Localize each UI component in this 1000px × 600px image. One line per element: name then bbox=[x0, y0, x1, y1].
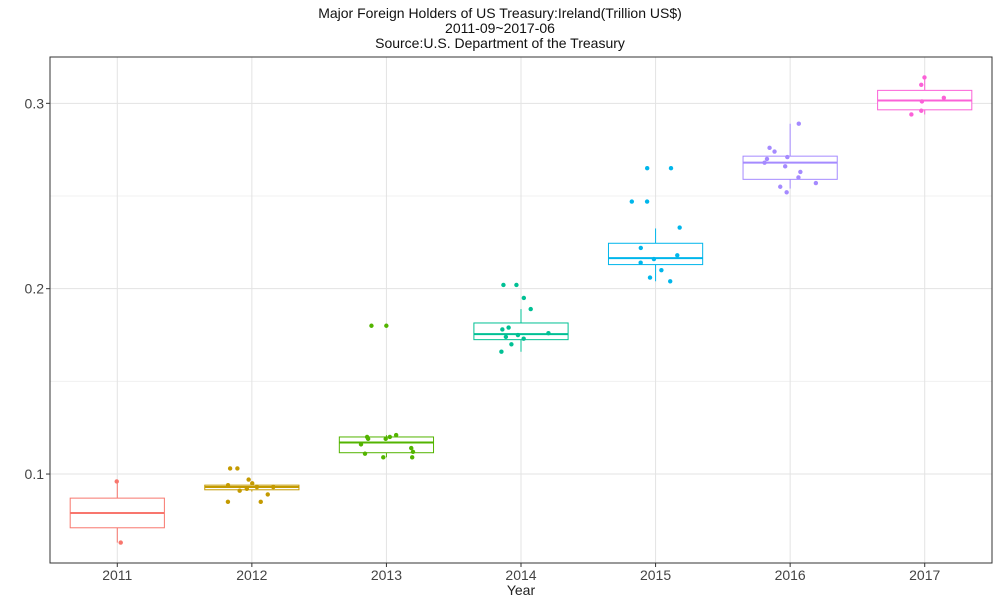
data-point bbox=[503, 334, 509, 340]
data-point bbox=[919, 82, 924, 88]
data-point bbox=[762, 160, 767, 165]
data-point bbox=[675, 253, 680, 258]
data-point bbox=[778, 184, 783, 189]
data-point bbox=[521, 336, 526, 341]
data-point bbox=[365, 436, 371, 442]
data-point bbox=[506, 325, 511, 330]
data-point bbox=[638, 245, 643, 251]
x-tick-label: 2011 bbox=[102, 567, 132, 583]
data-point bbox=[118, 540, 123, 545]
data-point bbox=[237, 488, 242, 493]
data-point bbox=[246, 477, 251, 482]
data-point bbox=[114, 479, 119, 484]
data-point bbox=[244, 486, 250, 492]
data-point bbox=[225, 482, 231, 488]
data-point bbox=[362, 451, 368, 456]
data-point bbox=[782, 164, 788, 169]
y-tick-label: 0.1 bbox=[25, 466, 45, 482]
data-point bbox=[798, 169, 803, 175]
data-point bbox=[514, 282, 519, 288]
data-point bbox=[764, 156, 770, 162]
box-2014 bbox=[473, 322, 569, 341]
data-point bbox=[796, 175, 801, 180]
box-2015 bbox=[607, 242, 704, 266]
data-point bbox=[384, 323, 389, 328]
data-point bbox=[393, 432, 399, 438]
data-point bbox=[546, 330, 551, 336]
data-point bbox=[381, 455, 386, 460]
x-tick-label: 2015 bbox=[640, 567, 671, 583]
x-axis-label: Year bbox=[507, 582, 536, 598]
data-point bbox=[515, 332, 521, 338]
data-point bbox=[785, 154, 790, 160]
data-point bbox=[227, 466, 233, 471]
data-point bbox=[409, 455, 415, 460]
data-point bbox=[638, 260, 643, 265]
x-tick-label: 2016 bbox=[775, 567, 806, 583]
plot-border bbox=[49, 56, 993, 564]
data-point bbox=[387, 434, 393, 440]
data-point bbox=[254, 484, 260, 490]
data-point bbox=[909, 112, 914, 117]
data-point bbox=[677, 225, 682, 230]
x-tick-label: 2017 bbox=[909, 567, 940, 583]
data-point bbox=[659, 267, 664, 273]
data-point bbox=[941, 95, 947, 100]
y-tick-label: 0.2 bbox=[25, 281, 45, 297]
data-point bbox=[369, 323, 374, 328]
data-point bbox=[265, 492, 270, 497]
data-point bbox=[409, 445, 414, 451]
data-point bbox=[647, 275, 653, 280]
y-tick-label: 0.3 bbox=[25, 95, 45, 111]
data-point bbox=[813, 180, 819, 186]
data-point bbox=[772, 149, 777, 154]
data-point bbox=[644, 166, 650, 171]
data-point bbox=[225, 499, 231, 505]
data-point bbox=[501, 282, 506, 288]
data-point bbox=[383, 436, 388, 442]
data-point bbox=[500, 327, 505, 332]
data-point bbox=[629, 199, 635, 204]
data-point bbox=[499, 349, 504, 354]
data-point bbox=[235, 466, 240, 471]
data-point bbox=[767, 145, 772, 151]
data-point bbox=[796, 121, 801, 126]
data-point bbox=[528, 306, 533, 312]
data-point bbox=[410, 449, 416, 454]
data-point bbox=[784, 190, 789, 195]
box-2016 bbox=[742, 155, 838, 180]
chart-title: Major Foreign Holders of US Treasury:Ire… bbox=[318, 5, 682, 21]
x-tick-label: 2014 bbox=[505, 567, 536, 583]
data-point bbox=[250, 481, 255, 486]
data-point bbox=[258, 499, 263, 505]
data-point bbox=[919, 108, 924, 113]
data-point bbox=[668, 279, 673, 284]
data-point bbox=[358, 442, 364, 447]
data-point bbox=[271, 484, 276, 490]
data-point bbox=[668, 166, 674, 171]
x-tick-label: 2013 bbox=[371, 567, 402, 583]
data-point bbox=[644, 199, 650, 204]
chart-subtitle: 2011-09~2017-06 bbox=[445, 20, 555, 36]
data-point bbox=[922, 75, 927, 80]
data-point bbox=[651, 256, 657, 262]
data-point bbox=[919, 99, 925, 104]
chart-source: Source:U.S. Department of the Treasury bbox=[375, 35, 625, 51]
data-point bbox=[521, 295, 527, 301]
x-tick-label: 2012 bbox=[236, 567, 267, 583]
data-point bbox=[509, 342, 514, 347]
